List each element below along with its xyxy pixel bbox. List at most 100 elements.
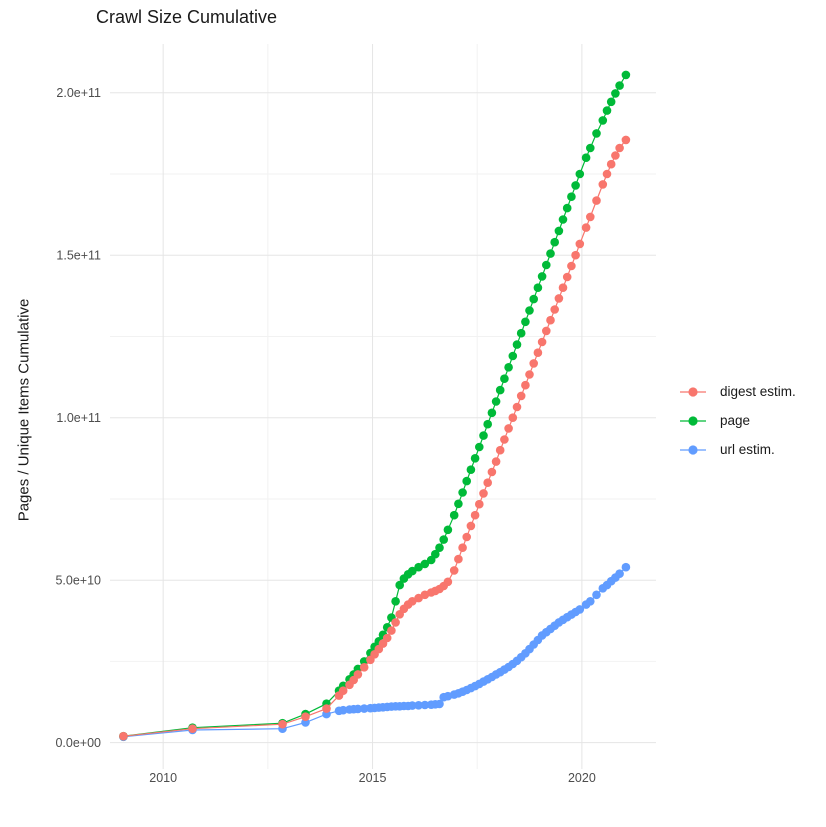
series-point-digest-estim [500, 435, 509, 444]
series-point-digest-estim [414, 593, 423, 603]
series-point-digest-estim [571, 250, 580, 260]
series-point-digest-estim [586, 212, 595, 222]
series-point-digest-estim [462, 532, 472, 542]
series-point-digest-estim [537, 337, 547, 347]
chart-title: Crawl Size Cumulative [96, 7, 278, 27]
series-point-page [439, 535, 449, 544]
series-point-digest-estim [479, 489, 488, 498]
series-point-digest-estim [581, 223, 591, 232]
series-point-page [611, 89, 620, 98]
series-point-digest-estim [558, 283, 568, 293]
series-point-digest-estim [554, 294, 564, 303]
legend-item-page: page [680, 406, 796, 435]
series-point-page [408, 566, 417, 576]
series-point-digest-estim [443, 577, 453, 587]
y-tick-label: 5.0e+10 [55, 574, 101, 588]
series-point-page [395, 580, 405, 590]
series-point-digest-estim [449, 566, 459, 575]
series-point-page [521, 317, 530, 327]
series-point-url-estim [353, 704, 363, 714]
series-point-page [512, 340, 522, 349]
series-point-url-estim [414, 701, 423, 710]
series-point-page [516, 328, 526, 338]
series-point-page [431, 549, 440, 559]
series-point-digest-estim [458, 543, 467, 552]
series-point-digest-estim [533, 348, 543, 358]
series-point-url-estim [408, 701, 417, 710]
series-point-page [542, 260, 551, 270]
series-point-page [546, 249, 555, 258]
series-point-url-estim [575, 605, 585, 614]
series-point-digest-estim [495, 445, 505, 455]
y-axis-title: Pages / Unique Items Cumulative [15, 298, 33, 522]
series-point-digest-estim [602, 169, 612, 179]
series-point-digest-estim [353, 670, 363, 679]
y-tick-label: 0.0e+00 [55, 736, 101, 750]
series-point-page [420, 559, 430, 569]
series-point-digest-estim [487, 467, 497, 477]
series-point-page [391, 597, 400, 606]
series-point-digest-estim [512, 402, 522, 412]
legend-key-icon [680, 415, 706, 426]
series-point-digest-estim [322, 704, 331, 713]
y-tick-label: 1.5e+11 [56, 249, 101, 263]
series-point-digest-estim [475, 499, 484, 509]
series-point-digest-estim [529, 359, 538, 368]
series-point-digest-estim [188, 724, 197, 733]
series-point-url-estim [420, 700, 430, 710]
series-point-digest-estim [466, 521, 476, 531]
x-tick-label: 2015 [359, 771, 387, 785]
series-point-page [462, 476, 472, 486]
series-point-page [525, 306, 534, 315]
series-point-digest-estim [470, 510, 480, 520]
series-point-digest-estim [508, 413, 518, 423]
series-point-digest-estim [542, 326, 551, 336]
series-point-digest-estim [454, 554, 463, 564]
series-point-digest-estim [621, 135, 631, 145]
series-point-page [533, 283, 543, 293]
series-point-page [414, 562, 423, 572]
series-point-page [550, 237, 559, 247]
series-point-page [586, 143, 595, 153]
series-point-digest-estim [382, 633, 392, 643]
series-point-url-estim [592, 590, 601, 600]
legend-item-url-estim: url estim. [680, 435, 796, 464]
series-point-digest-estim [598, 180, 608, 189]
series-point-digest-estim [119, 731, 128, 741]
series-point-page [466, 465, 476, 475]
series-point-page [602, 106, 612, 115]
y-tick-label: 1.0e+11 [56, 411, 101, 425]
series-point-url-estim [621, 562, 631, 572]
series-point-digest-estim [567, 261, 576, 271]
legend-label: page [720, 413, 751, 428]
series-point-digest-estim [606, 159, 616, 169]
x-tick-label: 2020 [568, 771, 596, 785]
series-point-digest-estim [483, 478, 493, 488]
series-point-digest-estim [516, 391, 526, 401]
series-point-page [491, 397, 501, 406]
series-point-digest-estim [546, 315, 555, 325]
series-point-page [598, 116, 608, 125]
series-point-url-estim [615, 569, 624, 578]
series-point-digest-estim [387, 626, 396, 635]
series-point-digest-estim [575, 239, 585, 249]
series-point-digest-estim [491, 457, 501, 466]
series-point-url-estim [359, 704, 369, 713]
series-point-page [554, 226, 564, 236]
series-point-page [558, 215, 568, 224]
x-tick-label: 2010 [149, 771, 177, 785]
series-point-digest-estim [301, 712, 310, 721]
series-point-page [567, 192, 576, 201]
legend-label: url estim. [720, 442, 775, 457]
series-point-page [487, 408, 497, 418]
legend: digest estim. page url estim. [680, 377, 796, 464]
series-point-page [495, 385, 505, 395]
series-point-url-estim [338, 705, 348, 715]
series-point-page [581, 153, 591, 162]
series-point-page [479, 431, 488, 440]
series-point-page [449, 510, 459, 520]
series-point-page [537, 272, 547, 281]
series-point-page [454, 499, 463, 509]
series-point-page [504, 363, 513, 372]
series-point-digest-estim [550, 305, 559, 314]
